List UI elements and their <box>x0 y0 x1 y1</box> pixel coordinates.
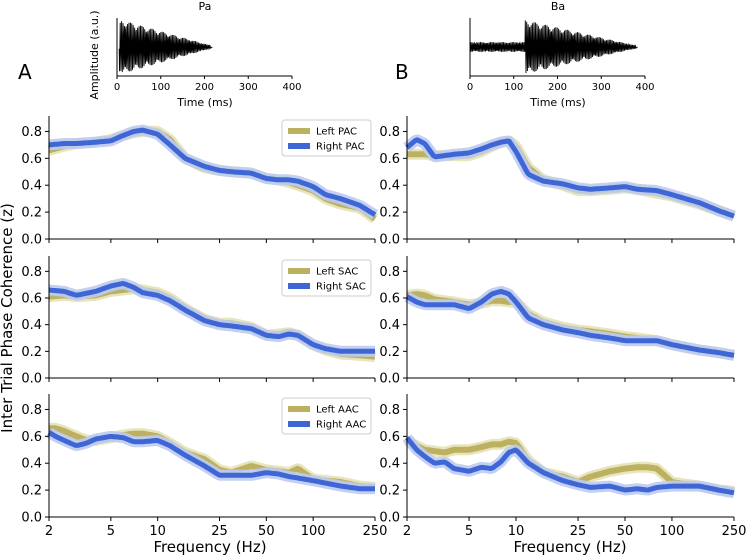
x-tick-label: 100 <box>301 524 326 539</box>
x-axis-label-left: Frequency (Hz) <box>153 538 266 556</box>
waveform-pa: Pa Amplitude (a.u.) Time (ms) 0 100 200 300… <box>88 0 302 109</box>
x-tick-label: 5 <box>465 524 473 539</box>
x-tick-label: 10 <box>149 524 166 539</box>
legend-entry-right-aac: Right AAC <box>316 420 366 431</box>
x-tick-label: 10 <box>508 524 525 539</box>
y-tick-label: 0.0 <box>21 233 42 248</box>
y-tick-label: 0.8 <box>21 265 42 280</box>
y-tick-label: 0.6 <box>379 292 400 307</box>
y-tick-label: 0.2 <box>21 345 42 360</box>
series-line-right-sac <box>48 281 376 354</box>
series-line-right-pac <box>405 137 735 219</box>
y-tick-label: 0.6 <box>21 292 42 307</box>
chart-b-bot: 0.00.20.40.60.82 5 10 25 50 100 250 <box>379 394 746 539</box>
legend-entry-right-sac: Right SAC <box>316 282 366 293</box>
y-tick-label: 0.4 <box>379 179 400 194</box>
waveform-title-pa: Pa <box>199 0 212 13</box>
series-line-right-aac <box>405 436 735 496</box>
x-tick-label: 250 <box>363 524 388 539</box>
y-tick-label: 0.4 <box>379 457 400 472</box>
y-tick-label: 0.6 <box>379 430 400 445</box>
y-axis-label: Inter Trial Phase Coherence (z) <box>0 203 16 433</box>
x-tick-label: 100 <box>660 524 685 539</box>
y-tick-label: 0.0 <box>379 233 400 248</box>
panel-label-b: B <box>395 60 409 84</box>
waveform-ba: Ba Time (ms) 0 100 200 300 400 <box>467 0 655 109</box>
y-tick-label: 0.0 <box>21 511 42 526</box>
waveform-x-tick-label: 400 <box>282 82 301 93</box>
y-tick-label: 0.8 <box>379 403 400 418</box>
waveform-x-tick-label: 0 <box>467 82 473 93</box>
waveform-ylabel: Amplitude (a.u.) <box>88 10 101 99</box>
x-tick-label: 50 <box>258 524 275 539</box>
y-tick-label: 0.2 <box>21 484 42 499</box>
y-tick-label: 0.0 <box>379 372 400 387</box>
chart-a-mid: 0.0 0.2 0.4 0.6 0.8 Left SAC Right SAC <box>21 256 379 387</box>
waveform-xlabel-pa: Time (ms) <box>176 96 232 109</box>
waveform-title-ba: Ba <box>551 0 565 13</box>
y-tick-label: 0.2 <box>379 345 400 360</box>
series-line-right-aac <box>47 430 376 492</box>
x-tick-label: 5 <box>107 524 115 539</box>
x-tick-label: 50 <box>617 524 634 539</box>
panel-label-a: A <box>18 60 32 84</box>
y-tick-label: 0.4 <box>379 318 400 333</box>
chart-a-top: 0.0 0.2 0.4 0.6 0.8 Left PAC Right PAC <box>21 116 379 248</box>
y-tick-label: 0.4 <box>21 318 42 333</box>
y-tick-label: 0.8 <box>379 265 400 280</box>
waveform-x-tick-label: 300 <box>592 82 611 93</box>
x-tick-label: 2 <box>45 524 53 539</box>
y-tick-label: 0.6 <box>21 152 42 167</box>
legend-entry-left-pac: Left PAC <box>316 127 357 138</box>
legend-entry-right-pac: Right PAC <box>316 142 365 153</box>
series-line-right-sac <box>405 288 735 358</box>
waveform-x-tick-label: 200 <box>548 82 567 93</box>
chart-b-top: 0.0 0.2 0.4 0.6 0.8 <box>379 116 738 248</box>
y-tick-label: 0.2 <box>379 484 400 499</box>
waveform-x-tick-label: 100 <box>151 82 170 93</box>
y-tick-label: 0.6 <box>21 430 42 445</box>
x-tick-label: 2 <box>403 524 411 539</box>
waveform-xlabel-ba: Time (ms) <box>529 96 585 109</box>
y-tick-label: 0.6 <box>379 152 400 167</box>
y-tick-label: 0.8 <box>379 125 400 140</box>
y-tick-label: 0.8 <box>21 125 42 140</box>
waveform-trace <box>118 21 213 73</box>
chart-b-mid: 0.0 0.2 0.4 0.6 0.8 <box>379 256 738 387</box>
x-tick-label: 250 <box>722 524 747 539</box>
waveform-trace <box>469 20 638 74</box>
y-tick-label: 0.4 <box>21 457 42 472</box>
series-line-right-pac <box>48 127 377 217</box>
waveform-x-tick-label: 100 <box>504 82 523 93</box>
y-tick-label: 0.0 <box>21 372 42 387</box>
y-tick-label: 0.2 <box>379 206 400 221</box>
x-tick-label: 25 <box>570 524 587 539</box>
waveform-x-tick-label: 0 <box>114 82 120 93</box>
y-tick-label: 0.0 <box>379 511 400 526</box>
waveform-x-tick-label: 400 <box>635 82 654 93</box>
legend-entry-left-aac: Left AAC <box>316 405 359 416</box>
y-tick-label: 0.2 <box>21 206 42 221</box>
waveform-x-tick-label: 300 <box>239 82 258 93</box>
x-axis-label-right: Frequency (Hz) <box>513 538 626 556</box>
y-tick-label: 0.4 <box>21 179 42 194</box>
legend-entry-left-sac: Left SAC <box>316 267 358 278</box>
y-tick-label: 0.8 <box>21 403 42 418</box>
waveform-x-tick-label: 200 <box>195 82 214 93</box>
x-tick-label: 25 <box>211 524 228 539</box>
